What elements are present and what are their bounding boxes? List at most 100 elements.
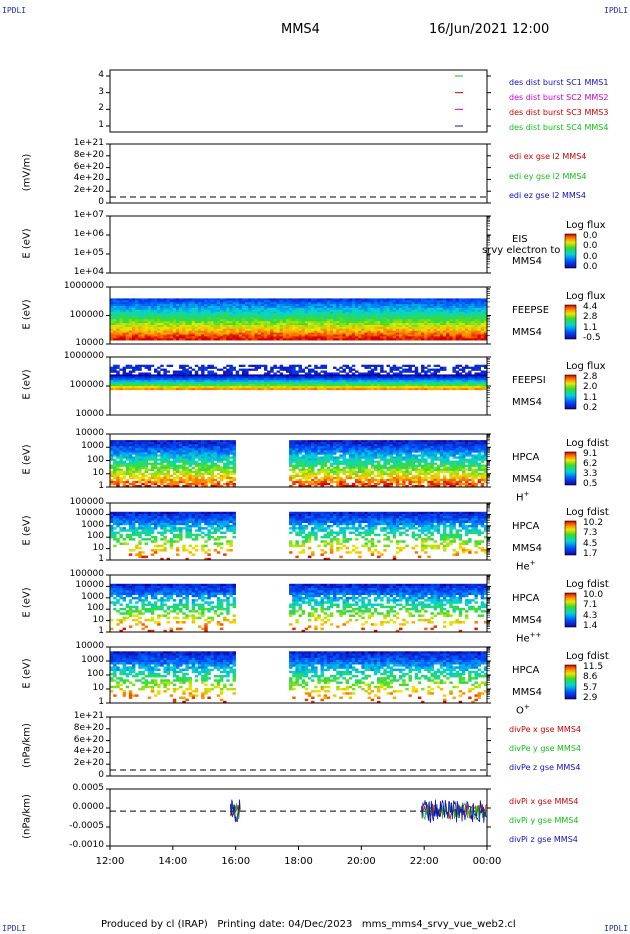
spectrogram-cell <box>238 374 243 377</box>
spectrogram-cell <box>351 372 356 375</box>
spectrogram-cell <box>131 374 136 377</box>
spectrogram-cell <box>446 311 450 314</box>
spectrogram-cell <box>370 300 375 303</box>
spectrogram-cell <box>110 464 114 467</box>
spectrogram-cell <box>471 330 475 333</box>
spectrogram-cell <box>436 387 441 391</box>
spectrogram-cell <box>254 315 258 318</box>
spectrogram-cell <box>414 338 419 341</box>
spectrogram-cell <box>458 368 463 371</box>
spectrogram-cell <box>295 387 299 391</box>
spectrogram-cell <box>182 464 186 467</box>
spectrogram-cell <box>219 378 224 381</box>
spectrogram-cell <box>411 330 416 333</box>
spectrogram-cell <box>131 468 136 471</box>
spectrogram-cell <box>471 321 475 324</box>
spectrogram-cell <box>298 370 302 373</box>
spectrogram-cell <box>351 382 356 385</box>
spectrogram-cell <box>320 380 324 383</box>
spectrogram-cell <box>260 338 265 341</box>
spectrogram-cell <box>458 328 463 331</box>
spectrogram-cell <box>213 448 218 451</box>
spectrogram-cell <box>345 304 350 307</box>
spectrogram-cell <box>446 386 450 389</box>
spectrogram-cell <box>389 382 394 385</box>
spectrogram-cell <box>336 311 340 314</box>
spectrogram-cell <box>160 452 164 455</box>
spectrogram-cell <box>273 323 277 326</box>
spectrogram-cell <box>333 366 337 369</box>
spectrogram-cell <box>317 384 321 387</box>
spectrogram-cell <box>405 376 409 379</box>
spectrogram-cell <box>329 334 334 337</box>
spectrogram-cell <box>455 311 460 314</box>
spectrogram-cell <box>169 462 174 465</box>
spectrogram-cell <box>188 452 192 455</box>
spectrogram-cell <box>191 478 196 482</box>
spectrogram-cell <box>260 315 265 318</box>
spectrogram-cell <box>197 306 202 309</box>
spectrogram-cell <box>408 332 412 335</box>
spectrogram-cell <box>201 326 205 330</box>
spectrogram-cell <box>182 452 186 455</box>
spectrogram-cell <box>336 372 340 375</box>
spectrogram-cell <box>248 302 252 305</box>
spectrogram-cell <box>150 386 155 389</box>
spectrogram-cell <box>455 376 460 379</box>
spectrogram-cell <box>395 306 400 309</box>
spectrogram-cell <box>326 315 331 318</box>
spectrogram-cell <box>194 321 199 324</box>
spectrogram-cell <box>153 315 158 318</box>
spectrogram-cell <box>471 336 475 339</box>
spectrogram-cell <box>223 470 227 474</box>
spectrogram-cell <box>135 315 139 318</box>
spectrogram-cell <box>276 382 280 385</box>
spectrogram-cell <box>336 302 340 305</box>
spectrogram-cell <box>128 311 133 314</box>
spectrogram-cell <box>263 319 268 322</box>
spectrogram-cell <box>436 332 441 335</box>
spectrogram-cell <box>351 364 356 367</box>
spectrogram-cell <box>157 321 161 324</box>
spectrogram-cell <box>342 298 346 301</box>
spectrogram-cell <box>110 306 114 309</box>
spectrogram-cell <box>436 307 441 311</box>
spectrogram-cell <box>370 387 375 391</box>
spectrogram-cell <box>235 304 240 307</box>
spectrogram-cell <box>336 304 340 307</box>
spectrogram-cell <box>204 321 208 324</box>
spectrogram-cell <box>370 372 375 375</box>
spectrogram-cell <box>245 380 249 383</box>
spectrogram-cell <box>301 323 306 326</box>
spectrogram-cell <box>436 298 441 301</box>
spectrogram-cell <box>389 338 394 341</box>
spectrogram-cell <box>241 336 246 339</box>
spectrogram-cell <box>461 387 466 391</box>
spectrogram-cell <box>468 309 472 312</box>
spectrogram-cell <box>292 321 296 324</box>
spectrogram-cell <box>135 366 139 369</box>
spectrogram-cell <box>267 330 271 333</box>
spectrogram-cell <box>386 382 390 385</box>
spectrogram-cell <box>282 338 287 341</box>
spectrogram-cell <box>345 309 350 312</box>
spectrogram-cell <box>402 370 406 373</box>
spectrogram-cell <box>245 321 249 324</box>
spectrogram-cell <box>295 307 299 311</box>
spectrogram-cell <box>263 332 268 335</box>
spectrogram-cell <box>439 376 444 379</box>
spectrogram-cell <box>260 298 265 301</box>
spectrogram-cell <box>119 319 123 322</box>
spectrogram-cell <box>110 480 114 484</box>
spectrogram-cell <box>424 366 428 369</box>
spectrogram-cell <box>285 387 290 391</box>
spectrogram-cell <box>201 307 205 311</box>
spectrogram-cell <box>226 460 230 463</box>
spectrogram-cell <box>150 440 155 443</box>
spectrogram-cell <box>474 330 478 333</box>
spectrogram-cell <box>223 336 227 339</box>
spectrogram-cell <box>333 304 337 307</box>
spectrogram-cell <box>465 374 469 377</box>
spectrogram-cell <box>395 309 400 312</box>
spectrogram-cell <box>191 378 196 381</box>
